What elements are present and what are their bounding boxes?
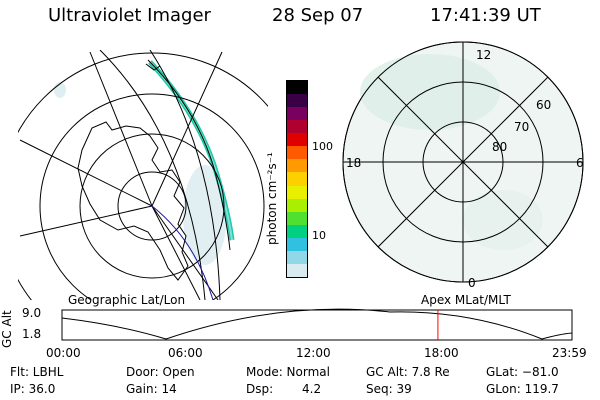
timeline-xtick-2359: 23:59 (552, 346, 587, 360)
mlat-label-80: 80 (492, 140, 508, 154)
colorbar-segment (287, 224, 307, 238)
mode-info: Mode: Normal (246, 365, 330, 379)
colorbar-unit-label: photon cm⁻²s⁻¹ (265, 152, 279, 245)
mlt-label-18: 18 (346, 156, 362, 170)
timeline-y-axis-label: GC Alt (0, 310, 14, 348)
gc-alt-info: GC Alt: 7.8 Re (366, 365, 450, 379)
mlt-label-6: 6 (576, 156, 584, 170)
colorbar-segment (287, 211, 307, 225)
orbit-altitude-timeline (61, 308, 573, 341)
color-scale-bar (286, 80, 308, 278)
timeline-ytick-9: 9.0 (22, 306, 42, 320)
colorbar-segment (287, 250, 307, 264)
observation-date: 28 Sep 07 (272, 5, 364, 26)
polar-plot-label: Apex MLat/MLT (421, 293, 511, 307)
mlt-label-12: 12 (476, 48, 492, 62)
ip-info: IP: 36.0 (10, 382, 56, 396)
door-info: Door: Open (126, 365, 195, 379)
colorbar-segment (287, 159, 307, 173)
colorbar-segment (287, 185, 307, 199)
colorbar-segment (287, 263, 307, 277)
timeline-xtick-1200: 12:00 (296, 346, 331, 360)
seq-info: Seq: 39 (366, 382, 412, 396)
colorbar-segment (287, 107, 307, 121)
colorbar-segment (287, 120, 307, 134)
glat-info: GLat: −81.0 (486, 365, 559, 379)
timeline-xtick-0600: 06:00 (168, 346, 203, 360)
filter-info: Flt: LBHL (10, 365, 64, 379)
colorbar-segment (287, 172, 307, 186)
instrument-title: Ultraviolet Imager (48, 5, 211, 26)
colorbar-segment (287, 198, 307, 212)
geographic-map-label: Geographic Lat/Lon (68, 293, 186, 307)
colorbar-segment (287, 81, 307, 95)
colorbar-tick-10: 10 (312, 229, 326, 242)
colorbar-segment (287, 133, 307, 147)
timeline-xtick-1800: 18:00 (424, 346, 459, 360)
geographic-map (18, 50, 268, 300)
timeline-xtick-0000: 00:00 (46, 346, 81, 360)
colorbar-tick-100: 100 (312, 140, 333, 153)
colorbar-segment (287, 94, 307, 108)
mlat-label-60: 60 (536, 98, 552, 112)
colorbar-segment (287, 146, 307, 160)
dsp-label: Dsp: (246, 382, 274, 396)
observation-time: 17:41:39 UT (430, 5, 541, 26)
colorbar-segment (287, 237, 307, 251)
glon-info: GLon: 119.7 (486, 382, 559, 396)
dsp-value: 4.2 (302, 382, 322, 396)
mlt-label-0: 0 (468, 276, 476, 290)
timeline-ytick-1.8: 1.8 (22, 327, 42, 341)
gain-info: Gain: 14 (126, 382, 177, 396)
mlat-mlt-polar-plot (342, 41, 584, 283)
mlat-label-70: 70 (514, 120, 530, 134)
